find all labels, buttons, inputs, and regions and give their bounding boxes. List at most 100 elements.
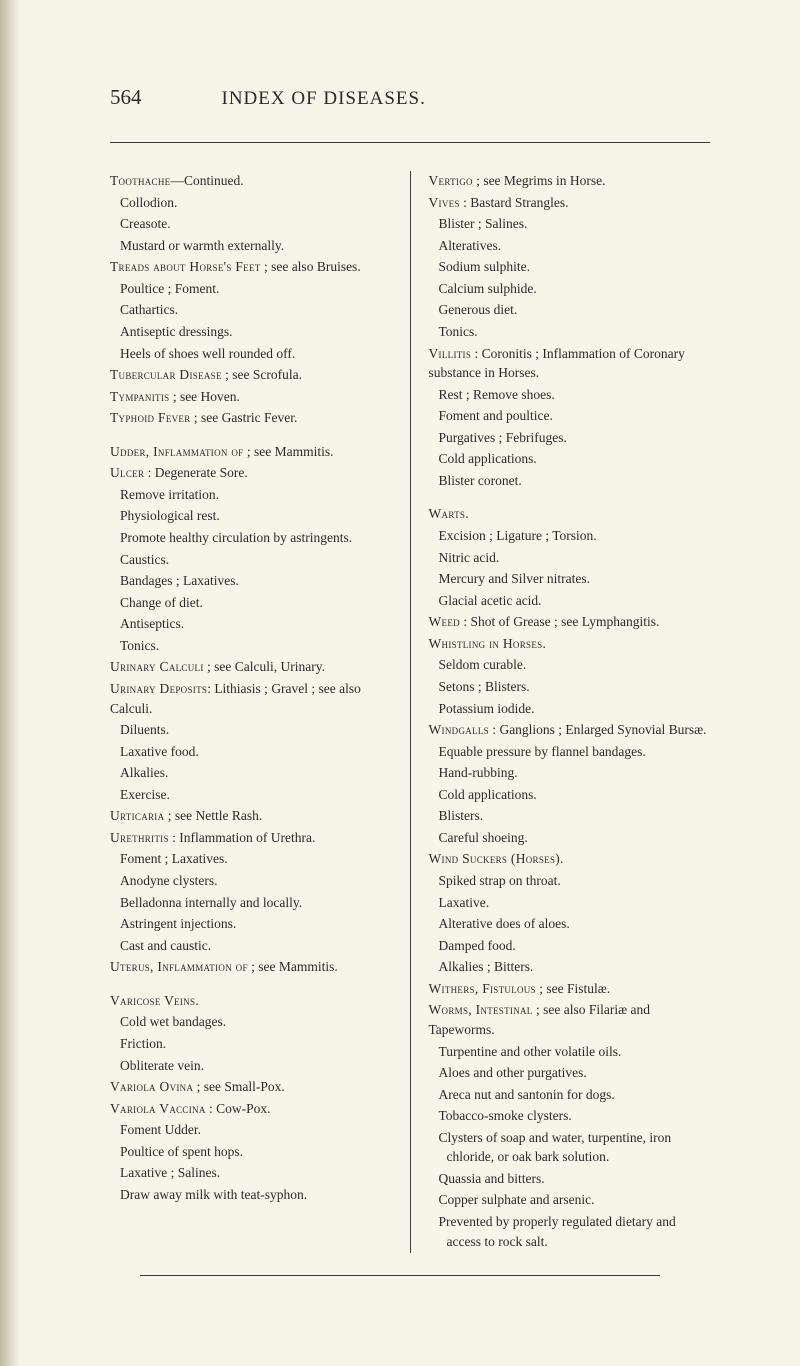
- entry-term: Varicose Veins.: [110, 993, 199, 1008]
- entry-text: Draw away milk with teat-syphon.: [120, 1187, 307, 1202]
- index-entry-sub: Mustard or warmth externally.: [110, 236, 392, 256]
- entry-text: Creasote.: [120, 216, 171, 231]
- index-entry-main: Vertigo ; see Megrims in Horse.: [429, 171, 711, 191]
- index-entry-main: Weed : Shot of Grease ; see Lymphangitis…: [429, 612, 711, 632]
- entry-term: Withers, Fistulous: [429, 981, 536, 996]
- column-separator: [410, 171, 411, 1253]
- index-entry-sub: Cold applications.: [429, 449, 711, 469]
- index-entry-sub: Alkalies.: [110, 763, 392, 783]
- entry-text: ; see also Bruises.: [261, 259, 361, 274]
- entry-term: Wind Suckers (Horses).: [429, 851, 564, 866]
- index-entry-sub: Glacial acetic acid.: [429, 591, 711, 611]
- entry-text: : Bastard Strangles.: [460, 195, 569, 210]
- index-entry-sub: Cathartics.: [110, 300, 392, 320]
- index-entry-sub: Caustics.: [110, 550, 392, 570]
- entry-text: Collodion.: [120, 195, 177, 210]
- index-entry-sub: Heels of shoes well rounded off.: [110, 344, 392, 364]
- entry-gap: [110, 430, 392, 442]
- entry-text: ; see Gastric Fever.: [191, 410, 298, 425]
- entry-term: Udder, Inflammation of: [110, 444, 243, 459]
- entry-text: Seldom curable.: [439, 657, 527, 672]
- header-rule: [110, 142, 710, 143]
- entry-text: Foment and poultice.: [439, 408, 553, 423]
- entry-text: Tobacco-smoke clysters.: [439, 1108, 572, 1123]
- entry-text: Heels of shoes well rounded off.: [120, 346, 295, 361]
- index-entry-main: Tubercular Disease ; see Scrofula.: [110, 365, 392, 385]
- index-entry-sub: Alkalies ; Bitters.: [429, 957, 711, 977]
- index-entry-main: Villitis : Coronitis ; Inflammation of C…: [429, 344, 711, 383]
- index-entry-main: Uterus, Inflammation of ; see Mammitis.: [110, 957, 392, 977]
- index-entry-sub: Seldom curable.: [429, 655, 711, 675]
- entry-text: Foment ; Laxatives.: [120, 851, 228, 866]
- entry-text: ; see Calculi, Urinary.: [204, 659, 325, 674]
- index-entry-sub: Alteratives.: [429, 236, 711, 256]
- index-entry-sub: Tonics.: [429, 322, 711, 342]
- index-entry-main: Varicose Veins.: [110, 991, 392, 1011]
- index-entry-sub: Nitric acid.: [429, 548, 711, 568]
- entry-term: Variola Vaccina: [110, 1101, 206, 1116]
- entry-text: : Shot of Grease ; see Lymphangitis.: [460, 614, 659, 629]
- entry-text: Potassium iodide.: [439, 701, 535, 716]
- entry-text: Turpentine and other volatile oils.: [439, 1044, 622, 1059]
- index-entry-main: Withers, Fistulous ; see Fistulæ.: [429, 979, 711, 999]
- entry-text: Areca nut and santonin for dogs.: [439, 1087, 615, 1102]
- entry-text: Cold wet bandages.: [120, 1014, 226, 1029]
- index-entry-sub: Belladonna internally and locally.: [110, 893, 392, 913]
- entry-term: Whistling in Horses.: [429, 636, 547, 651]
- entry-text: Cast and caustic.: [120, 938, 211, 953]
- index-entry-main: Typhoid Fever ; see Gastric Fever.: [110, 408, 392, 428]
- entry-text: ; see Scrofula.: [222, 367, 302, 382]
- entry-term: Typhoid Fever: [110, 410, 191, 425]
- entry-text: Nitric acid.: [439, 550, 500, 565]
- entry-term: Ulcer: [110, 465, 144, 480]
- entry-term: Tympanitis: [110, 389, 169, 404]
- index-entry-main: Tympanitis ; see Hoven.: [110, 387, 392, 407]
- entry-term: Uterus, Inflammation of: [110, 959, 248, 974]
- entry-gap: [429, 492, 711, 504]
- entry-text: Alterative does of aloes.: [439, 916, 570, 931]
- entry-text: Exercise.: [120, 787, 170, 802]
- entry-term: Vives: [429, 195, 460, 210]
- entry-text: Remove irritation.: [120, 487, 219, 502]
- entry-text: Poultice of spent hops.: [120, 1144, 243, 1159]
- index-entry-sub: Careful shoeing.: [429, 828, 711, 848]
- entry-text: Promote healthy circulation by astringen…: [120, 530, 352, 545]
- entry-text: Alteratives.: [439, 238, 502, 253]
- index-entry-sub: Equable pressure by flannel bandages.: [429, 742, 711, 762]
- entry-text: Rest ; Remove shoes.: [439, 387, 555, 402]
- entry-text: ; see Mammitis.: [248, 959, 338, 974]
- index-entry-sub: Cold wet bandages.: [110, 1012, 392, 1032]
- index-entry-sub: Mercury and Silver nitrates.: [429, 569, 711, 589]
- entry-text: Antiseptics.: [120, 616, 184, 631]
- entry-text: Mercury and Silver nitrates.: [439, 571, 590, 586]
- index-entry-sub: Hand-rubbing.: [429, 763, 711, 783]
- index-entry-sub: Poultice of spent hops.: [110, 1142, 392, 1162]
- index-entry-sub: Physiological rest.: [110, 506, 392, 526]
- page-number: 564: [110, 85, 142, 110]
- entry-text: Change of diet.: [120, 595, 203, 610]
- index-entry-sub: Laxative ; Salines.: [110, 1163, 392, 1183]
- entry-text: Equable pressure by flannel bandages.: [439, 744, 646, 759]
- index-entry-sub: Change of diet.: [110, 593, 392, 613]
- entry-text: Glacial acetic acid.: [439, 593, 542, 608]
- entry-text: —Continued.: [170, 173, 243, 188]
- entry-text: Generous diet.: [439, 302, 518, 317]
- entry-text: Alkalies ; Bitters.: [439, 959, 534, 974]
- index-entry-sub: Spiked strap on throat.: [429, 871, 711, 891]
- index-entry-main: Worms, Intestinal ; see also Filariæ and…: [429, 1000, 711, 1039]
- index-entry-main: Urinary Calculi ; see Calculi, Urinary.: [110, 657, 392, 677]
- entry-text: Belladonna internally and locally.: [120, 895, 302, 910]
- entry-term: Urinary Calculi: [110, 659, 204, 674]
- entry-text: Blisters.: [439, 808, 484, 823]
- index-entry-main: Urinary Deposits: Lithiasis ; Gravel ; s…: [110, 679, 392, 718]
- index-entry-sub: Antiseptic dressings.: [110, 322, 392, 342]
- entry-text: Tonics.: [439, 324, 478, 339]
- index-entry-sub: Foment and poultice.: [429, 406, 711, 426]
- entry-text: Aloes and other purgatives.: [439, 1065, 587, 1080]
- left-column: Toothache—Continued.Collodion.Creasote.M…: [110, 171, 392, 1253]
- index-entry-sub: Sodium sulphite.: [429, 257, 711, 277]
- entry-text: Excision ; Ligature ; Torsion.: [439, 528, 597, 543]
- page-header: 564 INDEX OF DISEASES.: [110, 85, 710, 110]
- footer-rule: [140, 1275, 660, 1276]
- index-entry-main: Ulcer : Degenerate Sore.: [110, 463, 392, 483]
